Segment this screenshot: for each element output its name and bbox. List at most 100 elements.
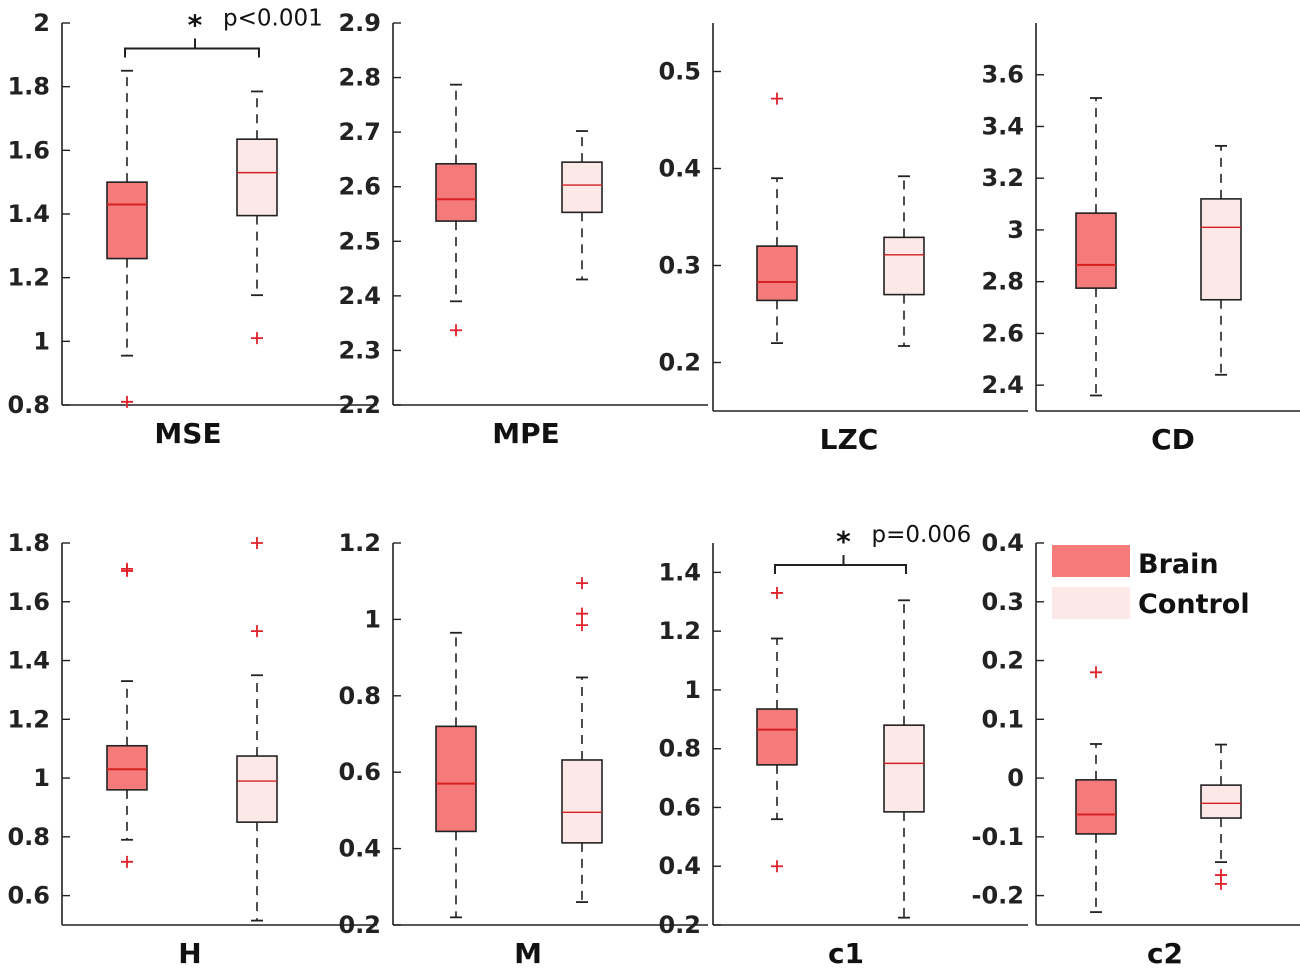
y-tick-label: -0.2 — [972, 882, 1024, 910]
y-tick-label: 1.4 — [7, 200, 50, 228]
panel-title-mse: MSE — [154, 417, 221, 450]
y-tick-label: 2.5 — [338, 227, 381, 255]
box-control — [883, 724, 925, 813]
outlier-point-control — [576, 577, 588, 590]
outlier-point-control — [1215, 877, 1227, 890]
y-tick-label: 1.8 — [7, 73, 50, 101]
y-tick-label: 0.8 — [7, 391, 50, 419]
box-control — [236, 138, 278, 217]
y-tick-label: 0.6 — [658, 793, 701, 821]
outlier-point-control — [251, 625, 263, 638]
box-control — [561, 161, 603, 214]
outlier-point-control — [576, 619, 588, 632]
y-tick-label: 1.2 — [658, 617, 701, 645]
box-control — [1200, 198, 1242, 301]
legend-label-brain: Brain — [1138, 549, 1219, 580]
significance-star-c1: * — [836, 525, 851, 558]
y-tick-label: 0.2 — [658, 349, 701, 377]
y-tick-label: 1.6 — [7, 136, 50, 164]
y-tick-label: 3 — [1007, 216, 1024, 244]
y-tick-label: 0.2 — [338, 911, 381, 939]
y-tick-label: 0.8 — [338, 682, 381, 710]
y-tick-label: 2.4 — [338, 282, 381, 310]
panel-mse: 0.8 1 1.2 1.4 1.6 1.8 2 MSE * p<0.001 — [7, 5, 377, 450]
y-tick-label: 3.4 — [981, 112, 1024, 140]
outlier-point-brain — [771, 860, 783, 873]
y-tick-label: 0.4 — [338, 835, 381, 863]
panel-c2: -0.2 -0.1 0 0.1 0.2 0.3 0.4 c2 — [972, 529, 1300, 970]
panel-h: 0.6 0.8 1 1.2 1.4 1.6 1.8 H — [7, 529, 377, 970]
y-tick-label: 1 — [364, 605, 381, 633]
outlier-point-brain — [121, 855, 133, 868]
y-tick-label: 2 — [33, 9, 50, 37]
y-tick-label: 3.6 — [981, 61, 1024, 89]
box-control — [883, 236, 925, 296]
box-control — [561, 759, 603, 844]
panel-title-lzc: LZC — [820, 423, 879, 456]
y-tick-label: 2.7 — [338, 118, 381, 146]
panel-title-c1: c1 — [828, 937, 864, 970]
p-value-label-mse: p<0.001 — [223, 5, 323, 31]
y-tick-label: 0.6 — [7, 882, 50, 910]
outlier-point-control — [251, 332, 263, 345]
y-tick-label: 2.2 — [338, 391, 381, 419]
legend-swatch-control — [1052, 587, 1130, 619]
panels-group: 0.8 1 1.2 1.4 1.6 1.8 2 MSE * p<0.001 2.2 2.3 2.4 2.5… — [7, 5, 1300, 970]
y-tick-label: 0 — [1007, 764, 1024, 792]
panel-title-h: H — [178, 937, 201, 970]
y-tick-label: 0.4 — [981, 529, 1024, 557]
panel-c1: 0.2 0.4 0.6 0.8 1 1.2 1.4 c1 * p=0.006 — [658, 522, 1028, 970]
panel-lzc: 0.2 0.3 0.4 0.5 LZC — [658, 23, 1028, 456]
y-tick-label: 0.1 — [981, 705, 1024, 733]
y-tick-label: 0.4 — [658, 155, 701, 183]
panel-title-m: M — [514, 937, 542, 970]
y-tick-label: 1.8 — [7, 529, 50, 557]
panel-title-cd: CD — [1151, 423, 1195, 456]
y-tick-label: 1.2 — [7, 264, 50, 292]
y-tick-label: 0.2 — [658, 911, 701, 939]
y-tick-label: 2.3 — [338, 336, 381, 364]
y-tick-label: 0.4 — [658, 852, 701, 880]
y-tick-label: 0.8 — [658, 735, 701, 763]
y-tick-label: 1 — [684, 676, 701, 704]
y-tick-label: 1.4 — [7, 647, 50, 675]
box-brain — [106, 181, 148, 260]
y-tick-label: 1.4 — [658, 558, 701, 586]
outlier-point-brain — [771, 586, 783, 599]
y-tick-label: 3.2 — [981, 164, 1024, 192]
outlier-point-brain — [450, 324, 462, 337]
y-tick-label: 1.2 — [7, 705, 50, 733]
panel-title-c2: c2 — [1147, 937, 1183, 970]
box-brain — [1075, 212, 1117, 289]
panel-mpe: 2.2 2.3 2.4 2.5 2.6 2.7 2.8 2.9 MPE — [338, 9, 708, 450]
outlier-point-brain — [771, 92, 783, 105]
y-tick-label: 1.6 — [7, 588, 50, 616]
box-brain — [106, 744, 148, 791]
outlier-point-brain — [1090, 666, 1102, 679]
panel-cd: 2.4 2.6 2.8 3 3.2 3.4 3.6 CD — [981, 23, 1300, 456]
y-tick-label: 0.3 — [981, 588, 1024, 616]
outlier-point-brain — [121, 395, 133, 408]
y-tick-label: 2.6 — [981, 319, 1024, 347]
box-brain — [435, 162, 477, 222]
box-brain — [756, 708, 798, 766]
significance-star-mse: * — [188, 8, 203, 41]
box-brain — [435, 725, 477, 833]
panel-m: 0.2 0.4 0.6 0.8 1 1.2 M — [338, 529, 708, 970]
y-tick-label: 0.6 — [338, 758, 381, 786]
y-tick-label: 2.9 — [338, 9, 381, 37]
significance-bracket-c1 — [774, 564, 907, 575]
outlier-point-control — [576, 607, 588, 620]
significance-bracket-mse — [124, 47, 260, 58]
y-tick-label: 1 — [33, 764, 50, 792]
y-tick-label: 2.6 — [338, 173, 381, 201]
y-tick-label: 1.2 — [338, 529, 381, 557]
legend-label-control: Control — [1138, 589, 1250, 620]
panel-title-mpe: MPE — [492, 417, 560, 450]
y-tick-label: 0.5 — [658, 58, 701, 86]
legend: Brain Control — [1052, 545, 1250, 620]
box-brain — [756, 245, 798, 302]
outlier-point-brain — [121, 562, 133, 575]
box-control — [1200, 784, 1242, 819]
